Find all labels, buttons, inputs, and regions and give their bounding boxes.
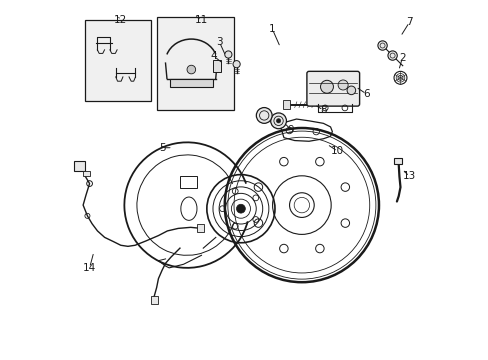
Circle shape — [236, 204, 245, 213]
Circle shape — [397, 75, 402, 80]
Bar — [151, 296, 158, 304]
Text: 8: 8 — [320, 105, 326, 115]
Text: 2: 2 — [398, 53, 405, 63]
Bar — [393, 158, 402, 164]
Circle shape — [320, 80, 333, 93]
Text: 14: 14 — [83, 263, 96, 273]
Text: 10: 10 — [330, 146, 344, 156]
Text: 4: 4 — [210, 51, 217, 61]
Text: 6: 6 — [363, 89, 369, 99]
Circle shape — [346, 86, 355, 95]
Bar — [156, 17, 233, 110]
Bar — [283, 100, 289, 109]
Circle shape — [337, 80, 347, 90]
Text: 3: 3 — [216, 37, 222, 47]
Bar — [197, 224, 204, 232]
Circle shape — [270, 113, 286, 129]
Text: 13: 13 — [402, 171, 415, 181]
Circle shape — [224, 51, 231, 58]
Circle shape — [233, 60, 240, 68]
Circle shape — [387, 51, 396, 60]
Circle shape — [377, 41, 386, 50]
Circle shape — [276, 119, 280, 123]
Text: 5: 5 — [159, 143, 165, 153]
Bar — [169, 78, 212, 87]
Bar — [83, 171, 90, 176]
Circle shape — [256, 108, 271, 123]
Text: 7: 7 — [406, 17, 412, 27]
Bar — [85, 21, 151, 101]
Bar — [180, 176, 197, 188]
Text: 11: 11 — [194, 15, 208, 26]
Text: 1: 1 — [268, 24, 275, 35]
Text: 9: 9 — [287, 125, 294, 135]
Bar — [74, 161, 85, 171]
Text: 12: 12 — [114, 15, 127, 26]
Circle shape — [186, 65, 195, 74]
FancyBboxPatch shape — [306, 71, 359, 106]
Bar — [212, 60, 220, 72]
